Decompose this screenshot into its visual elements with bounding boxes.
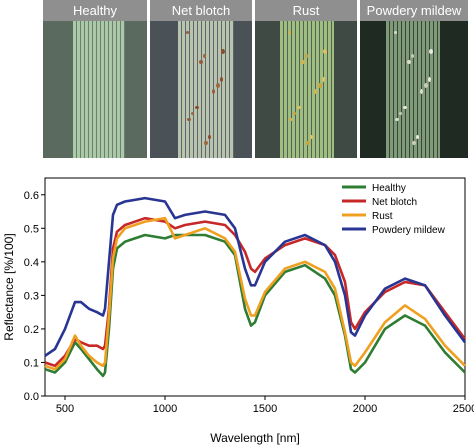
lesion-spot bbox=[195, 106, 199, 109]
x-tick-label: 500 bbox=[56, 403, 74, 415]
lesion-spot bbox=[220, 77, 223, 82]
series-line-rust bbox=[44, 216, 466, 371]
lesion-spot bbox=[289, 118, 293, 121]
x-tick-label: 1000 bbox=[153, 403, 177, 415]
y-axis: 0.0 0.1 0.2 0.3 0.4 0.5 0.6 bbox=[24, 190, 45, 403]
lesion-spot bbox=[212, 89, 215, 94]
x-tick-label: 2500 bbox=[453, 403, 474, 415]
legend-label: Healthy bbox=[372, 183, 406, 194]
y-tick-label: 0.2 bbox=[24, 324, 39, 336]
series-line-powdery-mildew bbox=[44, 196, 467, 357]
legend: Healthy Net blotch Rust Powdery mildew bbox=[342, 183, 446, 236]
panel-powdery-mildew: Powdery mildew bbox=[360, 0, 468, 158]
lesion-spot bbox=[394, 31, 397, 34]
leaf-image-rust bbox=[280, 21, 334, 158]
lesion-spot bbox=[306, 141, 310, 145]
lesion-spot bbox=[323, 49, 327, 54]
lesion-spot bbox=[208, 135, 211, 139]
lesion-spot bbox=[293, 112, 296, 115]
lesion-spot bbox=[429, 49, 433, 54]
x-axis-label: Wavelength [nm] bbox=[210, 431, 300, 445]
panel-label-powdery-mildew: Powdery mildew bbox=[360, 0, 468, 21]
reflectance-chart: 0.0 0.1 0.2 0.3 0.4 0.5 0.6 500 1000 1500 2000 250… bbox=[2, 177, 474, 445]
panel-label-net-blotch: Net blotch bbox=[150, 0, 252, 21]
lesion-spot bbox=[221, 49, 225, 54]
lesion-spot bbox=[301, 60, 305, 64]
lesion-spot bbox=[399, 112, 402, 115]
lesion-spot bbox=[314, 89, 317, 94]
lesion-spot bbox=[288, 31, 291, 34]
legend-label: Powdery mildew bbox=[372, 225, 446, 236]
lesion-spot bbox=[186, 31, 189, 34]
lesion-spot bbox=[187, 118, 191, 121]
legend-label: Rust bbox=[372, 211, 393, 222]
panel-healthy: Healthy bbox=[43, 0, 147, 158]
y-tick-label: 0.1 bbox=[24, 357, 39, 369]
lesion-spot bbox=[297, 106, 301, 109]
lesion-spot bbox=[310, 135, 313, 139]
lesion-spot bbox=[395, 118, 399, 121]
series-line-healthy bbox=[44, 233, 466, 378]
lesion-spot bbox=[216, 83, 220, 88]
x-tick-label: 2000 bbox=[353, 403, 377, 415]
lesion-spot bbox=[191, 112, 194, 115]
lesion-spot bbox=[199, 60, 203, 64]
lesion-spot bbox=[204, 141, 208, 145]
lesion-spot bbox=[403, 106, 407, 109]
lesion-spot bbox=[416, 135, 419, 139]
plot-frame bbox=[44, 177, 466, 397]
leaf-image-powdery-mildew bbox=[386, 21, 440, 158]
y-tick-label: 0.6 bbox=[24, 190, 39, 202]
lesion-spot bbox=[322, 77, 325, 82]
series-lines bbox=[44, 196, 467, 378]
lesion-spot bbox=[412, 141, 416, 145]
lesion-spot bbox=[420, 89, 423, 94]
lesion-spot bbox=[407, 60, 411, 64]
lesion-spot bbox=[411, 54, 414, 58]
leaf-image-net-blotch bbox=[178, 21, 234, 158]
lesion-spot bbox=[428, 77, 431, 82]
lesion-spot bbox=[318, 83, 322, 88]
panel-rust: Rust bbox=[255, 0, 357, 158]
y-tick-label: 0.0 bbox=[24, 391, 39, 403]
legend-label: Net blotch bbox=[372, 197, 417, 208]
y-tick-label: 0.3 bbox=[24, 290, 39, 302]
lesion-spot bbox=[203, 54, 206, 58]
panel-label-rust: Rust bbox=[255, 0, 357, 21]
y-axis-label: Reflectance [%/100] bbox=[2, 233, 16, 340]
leaf-image-healthy bbox=[73, 21, 125, 158]
lesion-spot bbox=[305, 54, 308, 58]
x-tick-label: 1500 bbox=[253, 403, 277, 415]
panel-label-healthy: Healthy bbox=[43, 0, 147, 21]
leaf-image-panels: Healthy Net blotch Rust Powdery mildew bbox=[43, 0, 468, 158]
lesion-spot bbox=[424, 83, 428, 88]
y-tick-label: 0.4 bbox=[24, 257, 39, 269]
y-tick-label: 0.5 bbox=[24, 223, 39, 235]
series-line-net-blotch bbox=[44, 216, 467, 368]
panel-net-blotch: Net blotch bbox=[150, 0, 252, 158]
x-axis: 500 1000 1500 2000 2500 bbox=[56, 396, 474, 415]
